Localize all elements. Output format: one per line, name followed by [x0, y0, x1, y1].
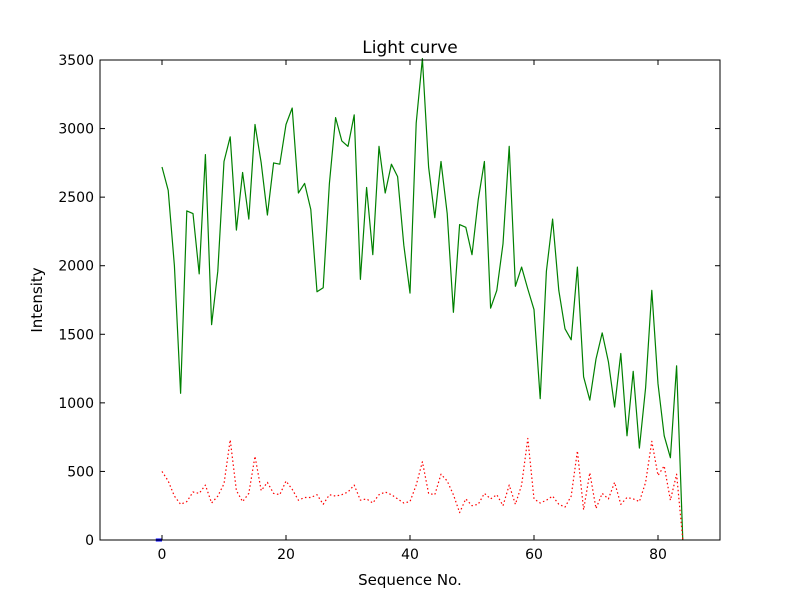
x-tick-label-0: 0	[158, 547, 167, 563]
x-tick-label-2: 40	[401, 547, 419, 563]
x-tick-label-3: 60	[525, 547, 543, 563]
x-tick-label-4: 80	[649, 547, 667, 563]
x-axis-label: Sequence No.	[358, 571, 462, 589]
plot-area	[100, 60, 720, 540]
y-axis-label: Intensity	[28, 267, 46, 332]
chart-title: Light curve	[362, 38, 457, 58]
plot-frame	[99, 59, 721, 541]
y-tick-label-6: 3000	[58, 122, 94, 138]
x-tick-label-1: 20	[277, 547, 295, 563]
y-tick-label-2: 1000	[58, 396, 94, 412]
y-tick-label-0: 0	[85, 533, 94, 549]
y-tick-label-5: 2500	[58, 190, 94, 206]
y-tick-label-3: 1500	[58, 327, 94, 343]
y-tick-label-7: 3500	[58, 53, 94, 69]
ticks-layer: 0 20 40 60 80 0 500 1000 1500 2000 2500 3000 3500	[58, 53, 720, 563]
y-tick-label-4: 2000	[58, 259, 94, 275]
series-line-1	[161, 437, 684, 541]
series-line-0	[161, 57, 684, 541]
y-tick-label-1: 500	[67, 464, 94, 480]
